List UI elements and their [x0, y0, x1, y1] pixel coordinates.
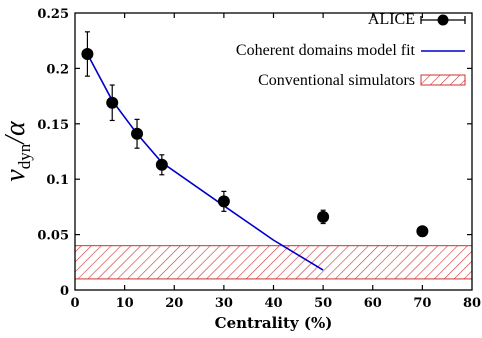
legend: ALICE Coherent domains model fit Convent…: [236, 11, 466, 89]
alice-points-layer: [81, 31, 429, 238]
legend-label-alice: ALICE: [368, 11, 415, 28]
alice-point: [131, 118, 144, 149]
alice-marker: [155, 158, 168, 171]
alice-marker: [81, 47, 94, 60]
alice-point: [155, 154, 168, 176]
alice-marker: [317, 210, 330, 223]
alice-point: [317, 209, 330, 225]
alice-point: [81, 31, 94, 77]
x-tick-label: 10: [116, 296, 134, 311]
legend-marker-conventional: [420, 74, 466, 86]
axis-ticks: 0 10 20 30 40 50 60 70 80 0 0.05 0.1 0.15 0.2 0.25: [37, 7, 481, 311]
alice-point: [217, 190, 230, 212]
x-tick-label: 40: [264, 296, 282, 311]
alice-point: [106, 84, 119, 122]
y-axis-symbol: ν: [0, 169, 31, 182]
legend-label-model-fit: Coherent domains model fit: [236, 42, 416, 59]
conventional-simulators-band-layer: [74, 245, 473, 280]
alice-marker: [131, 127, 144, 140]
y-axis-title: νdyn/α: [0, 120, 34, 182]
conventional-simulators-band: [74, 245, 473, 280]
legend-label-conventional: Conventional simulators: [258, 72, 415, 89]
x-tick-label: 70: [413, 296, 431, 311]
alice-marker: [416, 225, 429, 238]
y-axis-subscript: dyn: [15, 143, 34, 169]
x-tick-label: 0: [70, 296, 79, 311]
x-tick-label: 20: [165, 296, 183, 311]
y-axis-suffix: /α: [0, 120, 31, 146]
y-tick-label: 0.25: [37, 7, 69, 22]
x-tick-label: 30: [215, 296, 233, 311]
x-tick-label: 50: [314, 296, 332, 311]
y-tick-label: 0.15: [37, 118, 69, 133]
y-tick-label: 0.2: [46, 62, 69, 77]
y-tick-label: 0.05: [37, 229, 69, 244]
y-tick-label: 0.1: [46, 173, 69, 188]
x-axis-title: Centrality (%): [215, 314, 333, 332]
legend-marker-alice: [420, 14, 466, 26]
x-tick-label: 80: [463, 296, 481, 311]
alice-marker: [106, 96, 119, 109]
alice-marker: [217, 195, 230, 208]
x-tick-label: 60: [364, 296, 382, 311]
alice-point: [416, 225, 429, 238]
y-tick-label: 0: [60, 284, 69, 299]
